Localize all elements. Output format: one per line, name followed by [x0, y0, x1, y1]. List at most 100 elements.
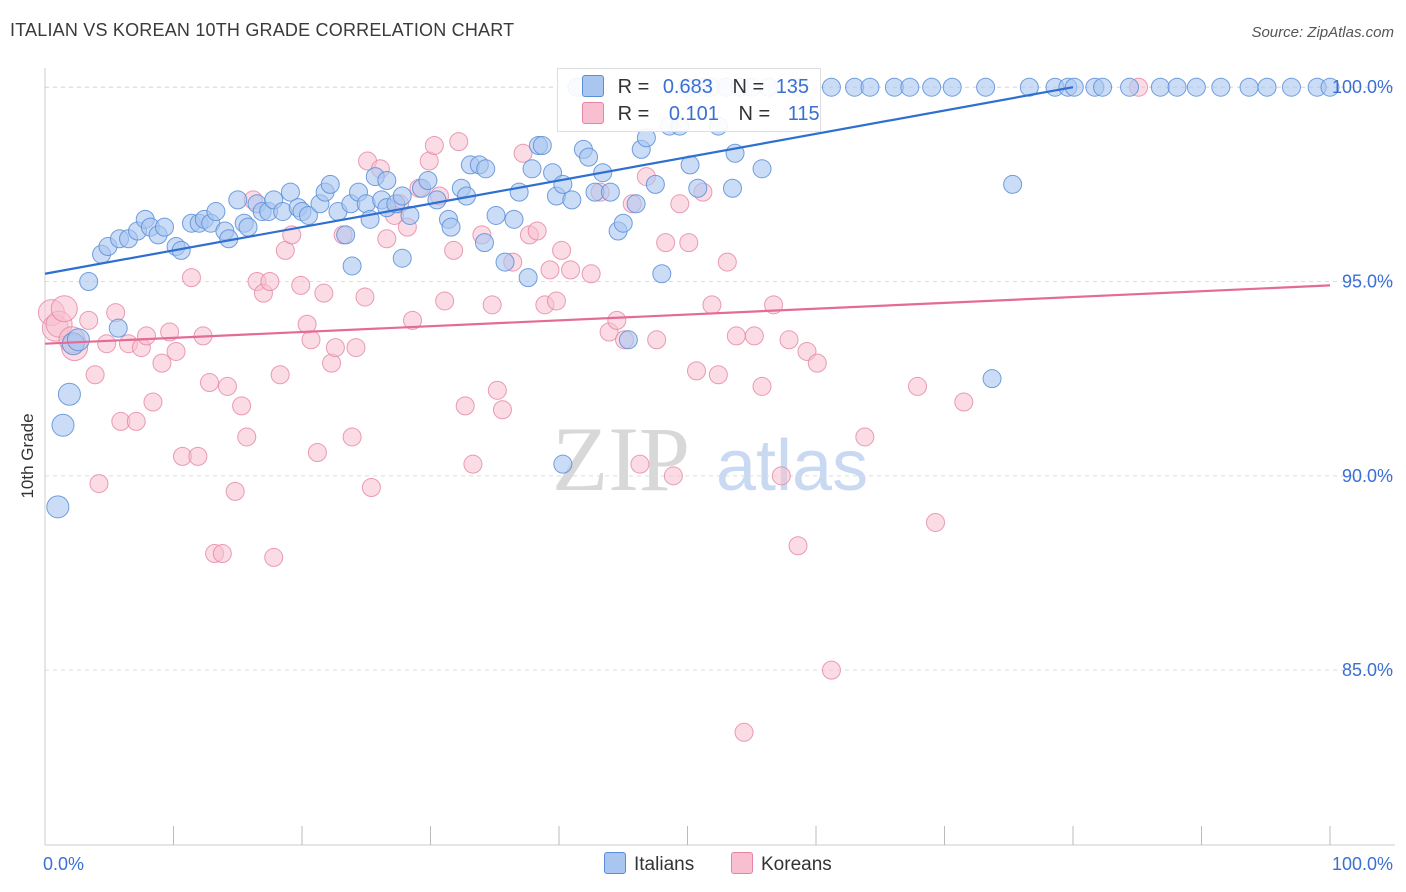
korean-point [482, 295, 502, 315]
korean-point [779, 330, 799, 350]
italian-point [976, 77, 996, 97]
korean-point [752, 376, 772, 396]
korean-point [449, 132, 469, 152]
korean-point [630, 454, 650, 474]
italian-point [688, 178, 708, 198]
korean-point [160, 322, 180, 342]
korean-point [264, 547, 284, 567]
korean-point [463, 454, 483, 474]
italian-point [942, 77, 962, 97]
korean-point [314, 283, 334, 303]
korean-point [708, 365, 728, 385]
italian-point [392, 186, 412, 206]
korean-point [807, 353, 827, 373]
korean-point [444, 240, 464, 260]
korean-point [342, 427, 362, 447]
y-tick-label: 90.0% [1342, 466, 1393, 486]
italian-point [1320, 77, 1340, 97]
italian-point [618, 330, 638, 350]
bottom-legend-koreans: Koreans [731, 852, 832, 876]
koreans-n-value: 115 [787, 103, 820, 125]
source-label: Source: ZipAtlas.com [1251, 24, 1394, 41]
italian-point [1120, 77, 1140, 97]
korean-point [954, 392, 974, 412]
italian-point [1239, 77, 1259, 97]
korean-point [50, 295, 78, 323]
x-tick-label: 0.0% [43, 854, 84, 874]
korean-point [744, 326, 764, 346]
italian-point [562, 190, 582, 210]
korean-point [821, 660, 841, 680]
korean-point [355, 287, 375, 307]
italian-point [553, 454, 573, 474]
koreans-swatch [582, 102, 604, 124]
korean-point [670, 194, 690, 214]
korean-point [607, 310, 627, 330]
italian-point [645, 174, 665, 194]
italian-point [441, 217, 461, 237]
korean-point [361, 477, 381, 497]
italian-point [336, 225, 356, 245]
italian-point [474, 233, 494, 253]
korean-point [540, 260, 560, 280]
axes [44, 68, 1395, 846]
italian-point [522, 159, 542, 179]
italian-point [298, 205, 318, 225]
koreans-legend-swatch [731, 852, 753, 874]
korean-point [152, 353, 172, 373]
italian-point [495, 252, 515, 272]
italian-point [342, 256, 362, 276]
korean-point [85, 365, 105, 385]
italian-point [1281, 77, 1301, 97]
korean-point [217, 376, 237, 396]
italian-point [57, 382, 81, 406]
italian-point [982, 369, 1002, 389]
italian-point [51, 413, 75, 437]
italians-swatch [582, 75, 604, 97]
tick-labels: 85.0% 90.0% 95.0% 100.0% 0.0% 100.0% [43, 77, 1393, 874]
italians-n-value: 135 [775, 76, 810, 98]
korean-point [188, 446, 208, 466]
korean-point [908, 376, 928, 396]
italian-point [626, 194, 646, 214]
korean-point [89, 474, 109, 494]
italian-point [486, 205, 506, 225]
italian-point [1257, 77, 1277, 97]
korean-point [137, 326, 157, 346]
korean-point [771, 466, 791, 486]
korean-point [788, 536, 808, 556]
korean-point [455, 396, 475, 416]
koreans-trend-line [44, 284, 1331, 345]
italian-point [579, 147, 599, 167]
korean-point [764, 295, 784, 315]
italian-point [900, 77, 920, 97]
italian-point [752, 159, 772, 179]
korean-point [492, 400, 512, 420]
korean-point [307, 443, 327, 462]
italian-point [228, 190, 248, 210]
korean-point [181, 268, 201, 288]
italian-point [206, 202, 226, 222]
korean-point [513, 143, 533, 163]
koreans-legend-label: Koreans [761, 854, 832, 875]
korean-point [926, 512, 946, 532]
korean-point [647, 330, 667, 350]
italian-point [722, 178, 742, 198]
watermark-zip: ZIP [552, 408, 690, 510]
y-tick-label: 95.0% [1342, 272, 1393, 292]
koreans-n-label: N = [738, 103, 771, 125]
korean-point [656, 233, 676, 253]
korean-point [199, 373, 219, 393]
trend-lines [44, 86, 1331, 345]
korean-point [561, 260, 581, 280]
italian-point [922, 77, 942, 97]
korean-point [487, 380, 507, 400]
italian-point [1167, 77, 1187, 97]
italian-point [1150, 77, 1170, 97]
korean-point [686, 361, 706, 381]
korean-point [702, 295, 722, 315]
koreans-r-label: R = [617, 103, 650, 125]
italian-point [1186, 77, 1206, 97]
italian-point [377, 170, 397, 190]
